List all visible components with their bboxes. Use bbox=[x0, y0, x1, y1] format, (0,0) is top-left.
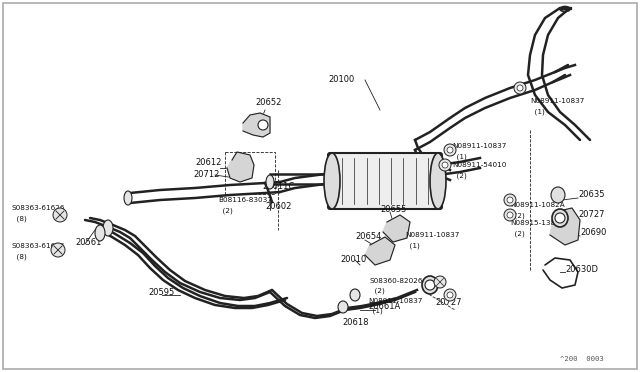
Text: B08116-83037: B08116-83037 bbox=[218, 197, 272, 203]
Circle shape bbox=[447, 292, 453, 298]
Ellipse shape bbox=[430, 153, 446, 209]
Ellipse shape bbox=[551, 187, 565, 203]
Circle shape bbox=[425, 280, 435, 290]
Ellipse shape bbox=[103, 220, 113, 236]
Text: 20630D: 20630D bbox=[565, 265, 598, 274]
Text: (1): (1) bbox=[530, 108, 545, 115]
Text: 20618: 20618 bbox=[342, 318, 369, 327]
Ellipse shape bbox=[350, 289, 360, 301]
Ellipse shape bbox=[324, 153, 340, 209]
Text: 20010: 20010 bbox=[340, 255, 366, 264]
Text: 20652: 20652 bbox=[255, 98, 282, 107]
Text: S08363-61626: S08363-61626 bbox=[12, 205, 65, 211]
Text: 20561: 20561 bbox=[75, 238, 101, 247]
FancyBboxPatch shape bbox=[328, 153, 442, 209]
Text: 20602: 20602 bbox=[266, 202, 292, 211]
Text: N08911-10837: N08911-10837 bbox=[405, 232, 460, 238]
Text: N08911-10837: N08911-10837 bbox=[368, 298, 422, 304]
Ellipse shape bbox=[422, 276, 438, 294]
Circle shape bbox=[514, 82, 526, 94]
Text: N08911-54010: N08911-54010 bbox=[452, 162, 506, 168]
Circle shape bbox=[507, 197, 513, 203]
Circle shape bbox=[53, 208, 67, 222]
Text: S08360-82026: S08360-82026 bbox=[370, 278, 424, 284]
Ellipse shape bbox=[95, 225, 105, 241]
Text: 20655: 20655 bbox=[380, 205, 406, 214]
Text: (2): (2) bbox=[218, 207, 233, 214]
Circle shape bbox=[51, 243, 65, 257]
Text: N08915-1381A: N08915-1381A bbox=[510, 220, 564, 226]
Circle shape bbox=[507, 212, 513, 218]
Text: 20612: 20612 bbox=[195, 158, 221, 167]
Circle shape bbox=[442, 162, 448, 168]
Circle shape bbox=[258, 120, 268, 130]
Text: 20100: 20100 bbox=[328, 75, 355, 84]
Polygon shape bbox=[243, 113, 270, 137]
Ellipse shape bbox=[124, 191, 132, 205]
Text: 20635: 20635 bbox=[578, 190, 605, 199]
Ellipse shape bbox=[560, 6, 570, 12]
Text: 20712: 20712 bbox=[193, 170, 220, 179]
Text: 20727: 20727 bbox=[435, 298, 461, 307]
Ellipse shape bbox=[338, 301, 348, 313]
Text: S08363-61626: S08363-61626 bbox=[12, 243, 65, 249]
Text: 20654: 20654 bbox=[355, 232, 381, 241]
Circle shape bbox=[504, 194, 516, 206]
Text: (1): (1) bbox=[452, 153, 467, 160]
Text: N08911-1082A: N08911-1082A bbox=[510, 202, 564, 208]
Circle shape bbox=[439, 159, 451, 171]
Circle shape bbox=[434, 276, 446, 288]
Circle shape bbox=[447, 147, 453, 153]
Text: N08911-10837: N08911-10837 bbox=[452, 143, 506, 149]
Circle shape bbox=[517, 85, 523, 91]
Text: (2): (2) bbox=[452, 172, 467, 179]
Polygon shape bbox=[383, 215, 410, 242]
Ellipse shape bbox=[266, 175, 274, 189]
Text: 20661A: 20661A bbox=[368, 302, 400, 311]
Text: (2): (2) bbox=[510, 212, 525, 218]
Polygon shape bbox=[365, 237, 395, 265]
Text: 20611C: 20611C bbox=[262, 182, 294, 191]
Text: ^200  0003: ^200 0003 bbox=[560, 356, 604, 362]
Text: (8): (8) bbox=[12, 253, 27, 260]
Circle shape bbox=[444, 289, 456, 301]
Text: N08911-10837: N08911-10837 bbox=[530, 98, 584, 104]
Text: (1): (1) bbox=[368, 308, 383, 314]
Text: 20727: 20727 bbox=[578, 210, 605, 219]
Ellipse shape bbox=[552, 209, 568, 227]
Text: (8): (8) bbox=[12, 215, 27, 221]
Polygon shape bbox=[550, 208, 580, 245]
Text: (2): (2) bbox=[370, 288, 385, 295]
Circle shape bbox=[504, 209, 516, 221]
Circle shape bbox=[444, 144, 456, 156]
Text: (2): (2) bbox=[510, 230, 525, 237]
Text: (1): (1) bbox=[405, 242, 420, 248]
Bar bbox=[225, 152, 275, 194]
Polygon shape bbox=[227, 152, 254, 182]
Text: 20595: 20595 bbox=[148, 288, 174, 297]
Circle shape bbox=[555, 213, 565, 223]
Text: 20690: 20690 bbox=[580, 228, 606, 237]
